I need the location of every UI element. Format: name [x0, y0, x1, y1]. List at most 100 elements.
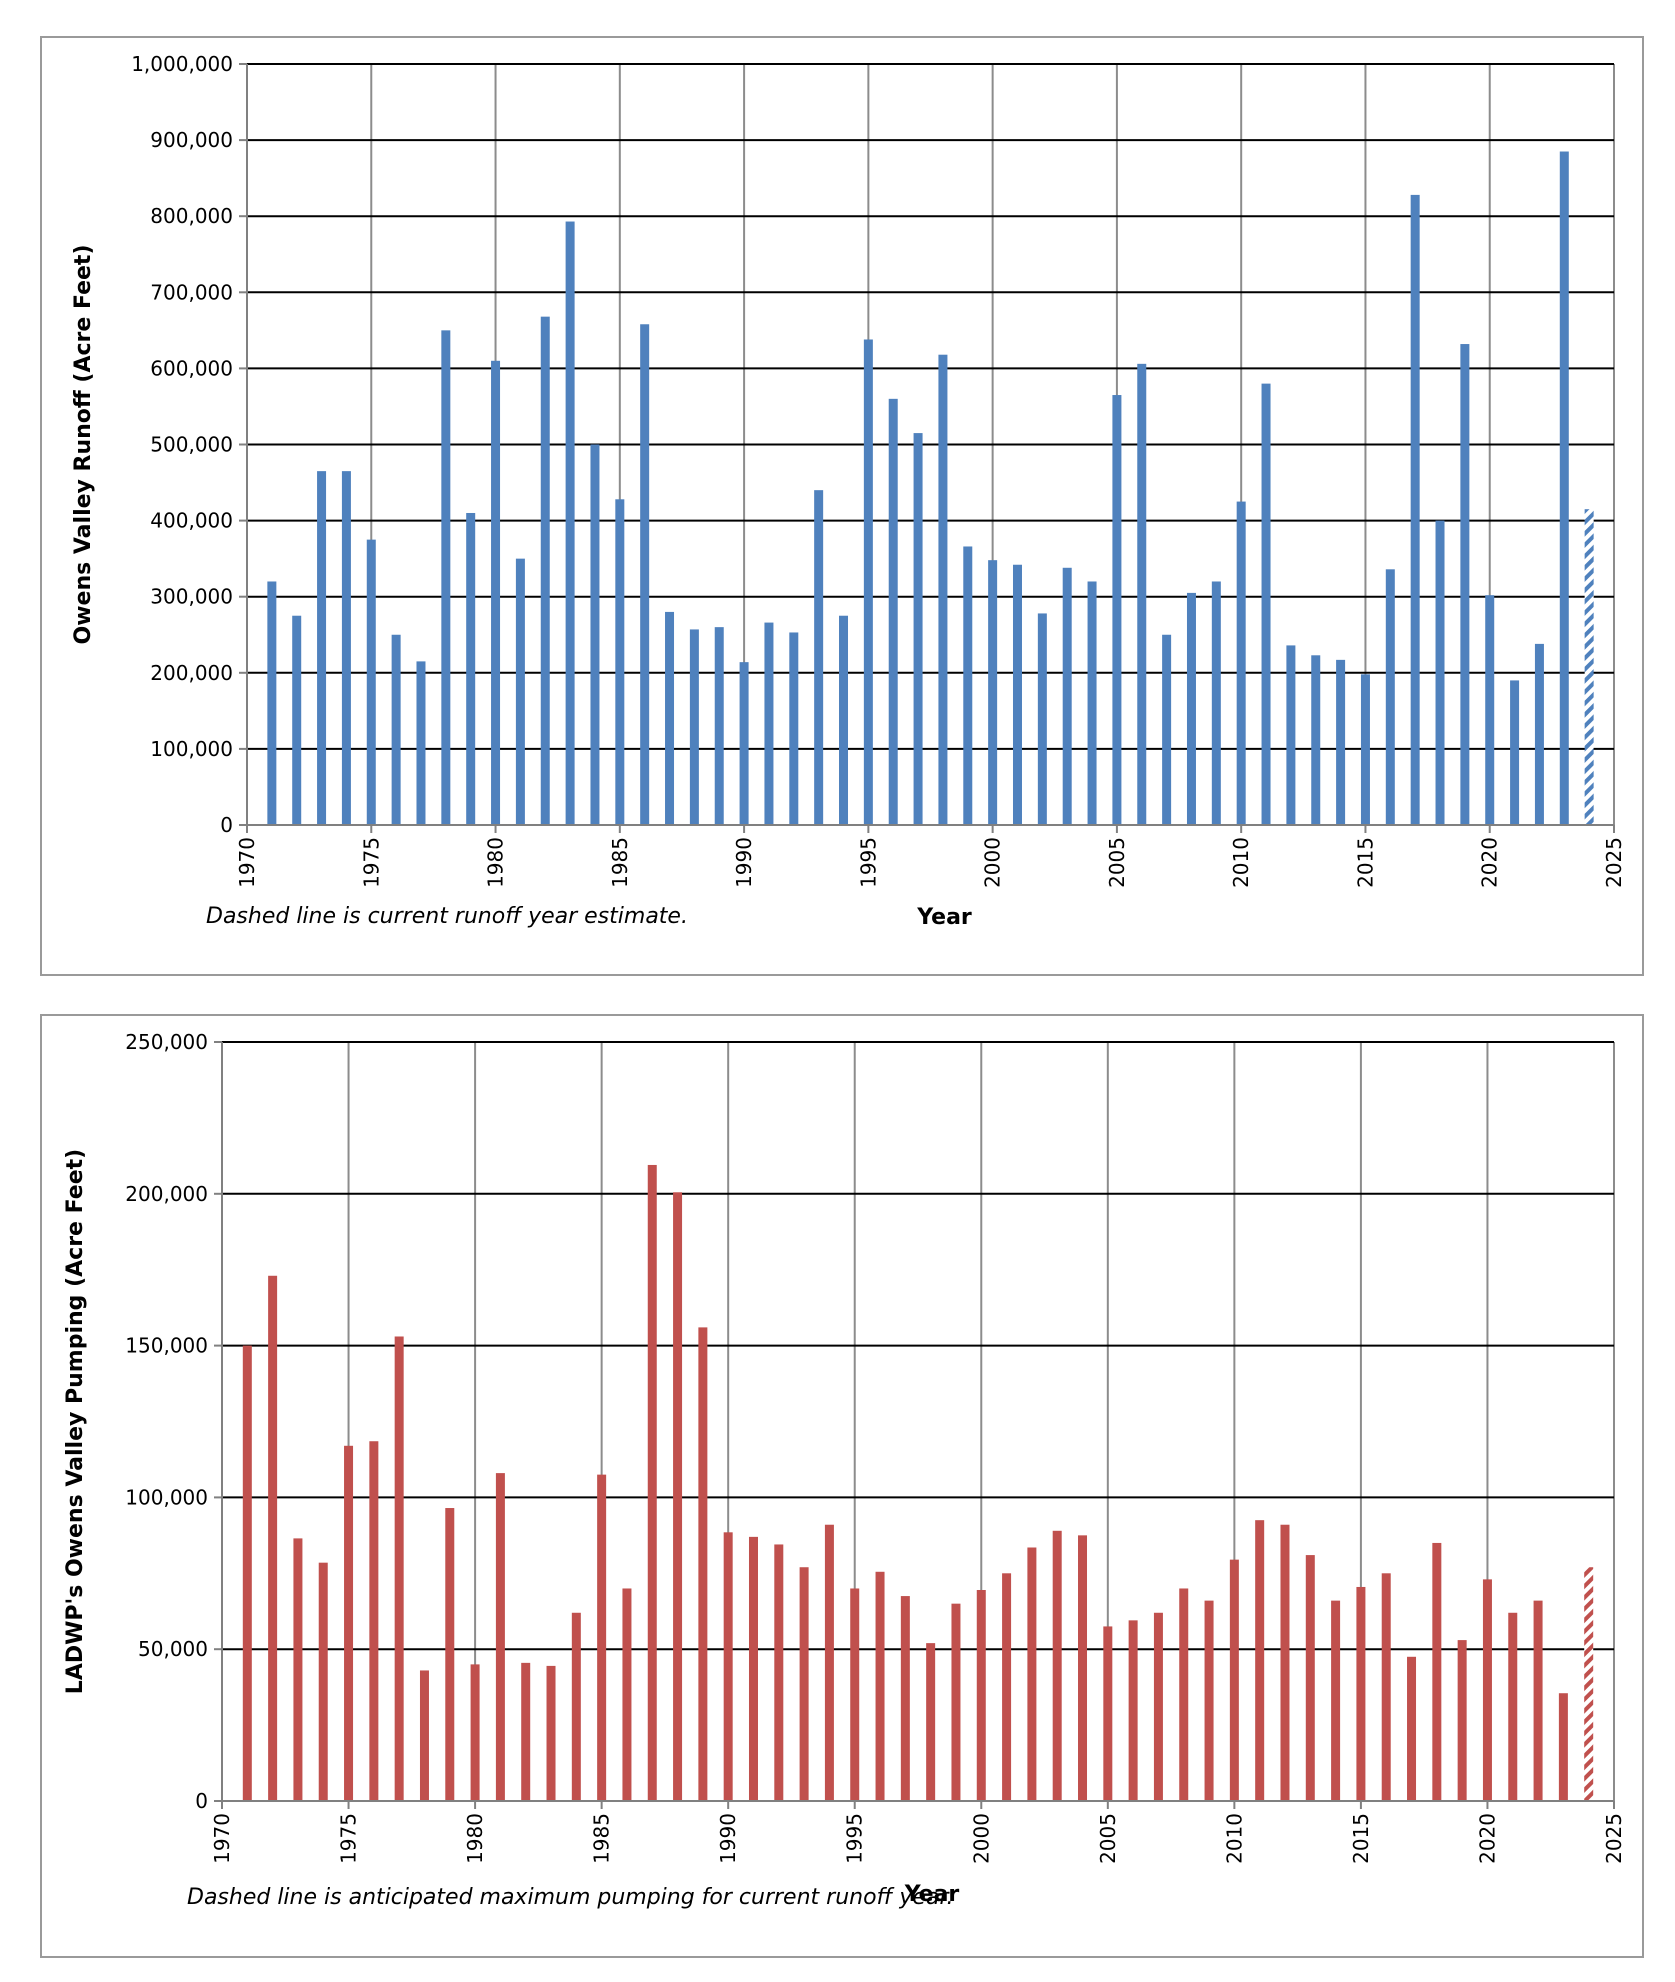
- bar: [723, 1532, 733, 1801]
- bar: [416, 661, 426, 825]
- x-tick-label: 2025: [1602, 837, 1626, 888]
- runoff-chart: 0 100,000 200,000 300,000 400,000 500,000 600,…: [71, 52, 1626, 930]
- bar: [242, 1345, 252, 1801]
- bar: [344, 1445, 354, 1801]
- x-tick-label: 2025: [1602, 1813, 1626, 1864]
- x-tick-label: 1985: [608, 837, 632, 888]
- y-tick-label: 0: [220, 813, 233, 837]
- bar-estimate: [1584, 1567, 1594, 1801]
- bar: [1533, 1600, 1543, 1801]
- bar: [1432, 1542, 1442, 1801]
- bar: [1112, 395, 1122, 825]
- bar: [1508, 1612, 1518, 1801]
- bar: [1385, 569, 1395, 825]
- bar: [419, 1670, 429, 1801]
- bar: [1027, 1547, 1037, 1801]
- bar: [764, 622, 774, 825]
- bar: [1286, 645, 1296, 825]
- x-axis-title: Year: [904, 1882, 960, 1907]
- x-tick-label: 2005: [1096, 1813, 1120, 1864]
- bar: [366, 539, 376, 825]
- x-tick-label: 1990: [732, 837, 756, 888]
- bar: [1534, 643, 1544, 825]
- bar: [1407, 1656, 1417, 1801]
- x-tick-label: 1990: [716, 1813, 740, 1864]
- bar: [1062, 567, 1072, 825]
- bar: [546, 1665, 556, 1801]
- bar: [341, 471, 351, 825]
- x-tick-label: 2010: [1222, 1813, 1246, 1864]
- bar: [689, 629, 699, 825]
- bar: [1204, 1600, 1214, 1801]
- x-tick-label: 2020: [1478, 837, 1502, 888]
- pumping-chart: 0 50,000 100,000 150,000 200,000 250,000 1970 1…: [63, 1030, 1626, 1907]
- y-tick-label: 100,000: [125, 1485, 208, 1509]
- bar: [1558, 1693, 1568, 1801]
- bar: [1336, 659, 1346, 825]
- y-tick-label: 150,000: [125, 1334, 208, 1358]
- y-tick-label: 900,000: [150, 128, 233, 152]
- bar: [799, 1567, 809, 1801]
- bar: [1311, 655, 1321, 825]
- x-tick-label: 2005: [1105, 837, 1129, 888]
- bar: [774, 1544, 784, 1801]
- bar: [495, 1473, 505, 1801]
- y-tick-label: 0: [195, 1789, 208, 1813]
- x-tick-label: 2015: [1353, 837, 1377, 888]
- y-tick-label: 200,000: [125, 1182, 208, 1206]
- y-tick-label: 700,000: [150, 280, 233, 304]
- bar: [1229, 1559, 1239, 1801]
- bar: [1280, 1524, 1290, 1801]
- bar: [976, 1589, 986, 1801]
- bar: [938, 354, 948, 825]
- bar: [863, 339, 873, 825]
- bar: [1360, 674, 1370, 825]
- bar: [1037, 613, 1047, 825]
- y-tick-label: 200,000: [150, 661, 233, 685]
- bar: [571, 1612, 581, 1801]
- bar: [824, 1524, 834, 1801]
- bar: [391, 634, 401, 825]
- x-tick-label: 1995: [843, 1813, 867, 1864]
- bar: [1482, 1579, 1492, 1801]
- x-tick-label: 1980: [484, 837, 508, 888]
- bar: [318, 1562, 328, 1801]
- y-axis-title: LADWP's Owens Valley Pumping (Acre Feet): [63, 1149, 88, 1694]
- bar: [597, 1474, 607, 1801]
- bar: [988, 560, 998, 825]
- bar: [1087, 581, 1097, 825]
- x-tick-label: 1985: [590, 1813, 614, 1864]
- bar: [615, 499, 625, 825]
- bar: [1012, 564, 1022, 825]
- bar: [293, 1538, 303, 1801]
- bar: [714, 627, 724, 825]
- bar: [1103, 1626, 1113, 1801]
- bar: [1460, 344, 1470, 825]
- bar: [748, 1536, 758, 1801]
- bar: [491, 360, 501, 825]
- bar: [1211, 581, 1221, 825]
- bar: [1162, 634, 1172, 825]
- bar: [1052, 1530, 1062, 1801]
- y-tick-label: 400,000: [150, 509, 233, 533]
- bar: [1331, 1600, 1341, 1801]
- bar: [268, 1275, 278, 1801]
- bar: [521, 1662, 531, 1801]
- bar: [565, 221, 575, 826]
- bar: [673, 1192, 683, 1801]
- bar: [292, 615, 302, 825]
- x-tick-label: 2000: [969, 1813, 993, 1864]
- bar: [515, 558, 525, 825]
- bar: [1510, 680, 1520, 825]
- bar: [739, 662, 749, 825]
- x-axis-title: Year: [916, 905, 972, 930]
- bar: [1255, 1520, 1265, 1801]
- bar: [665, 611, 675, 825]
- bar: [913, 433, 923, 825]
- bar: [1236, 501, 1246, 825]
- bar: [1485, 595, 1495, 825]
- bar: [875, 1571, 885, 1801]
- bar: [963, 546, 973, 825]
- bar: [1153, 1612, 1163, 1801]
